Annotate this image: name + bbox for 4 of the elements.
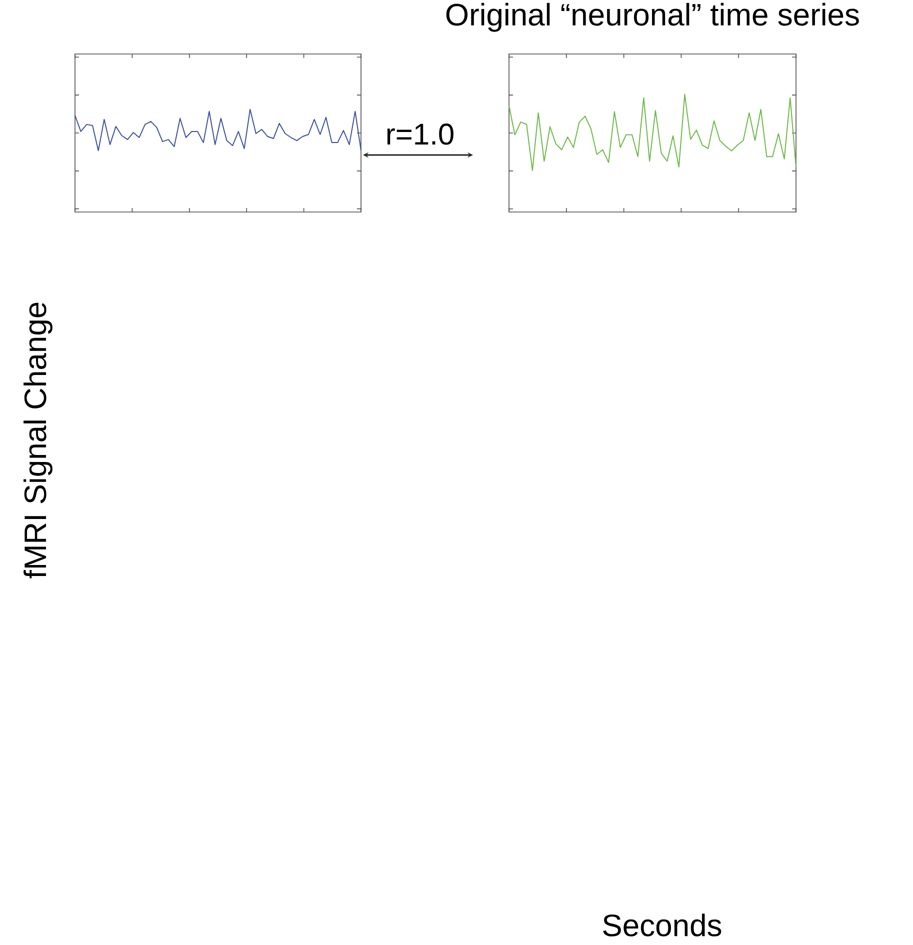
text: r=1.0 bbox=[387, 124, 454, 145]
chart-title: Original “neuronal” time series bbox=[446, 2, 859, 32]
y-axis-title: fMRI Signal Change bbox=[24, 302, 52, 578]
x-axis-title: Seconds bbox=[603, 914, 722, 936]
